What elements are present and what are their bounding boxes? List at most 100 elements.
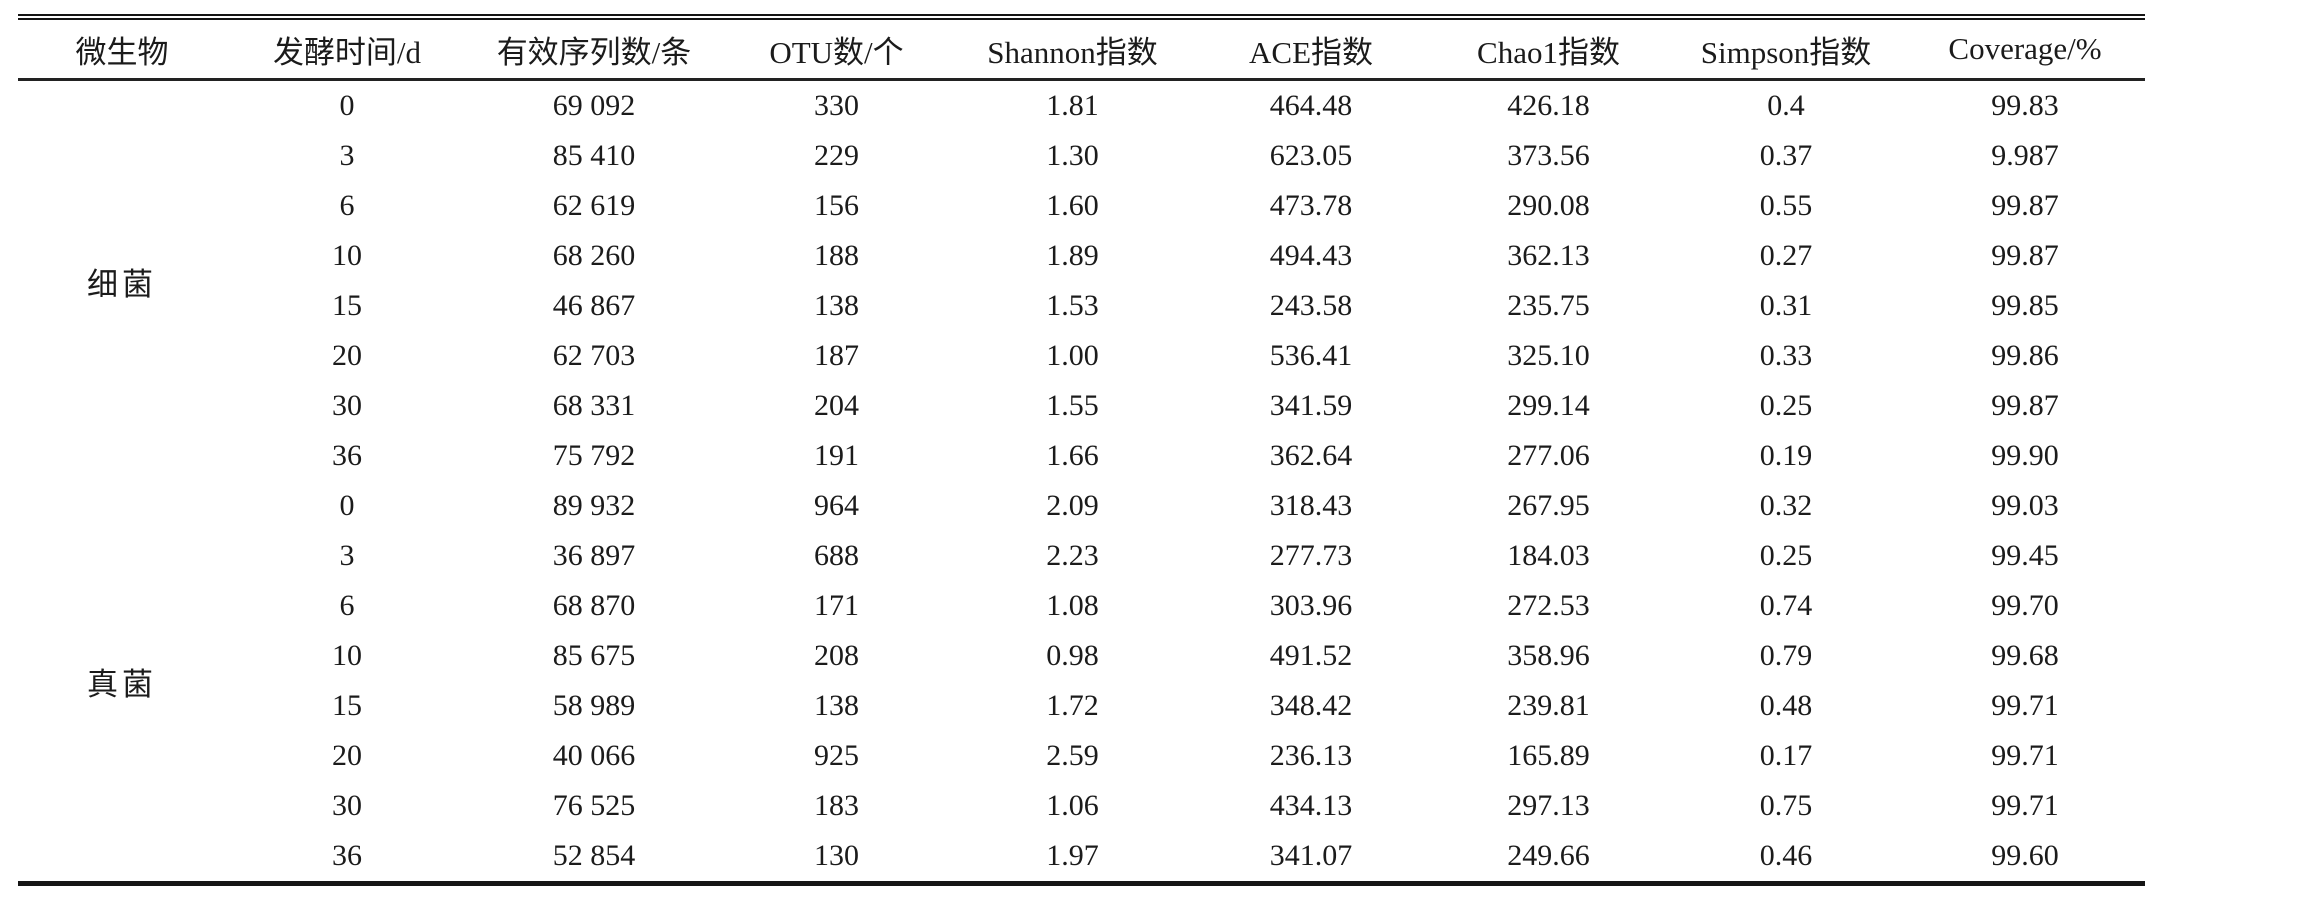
table-cell: 239.81 xyxy=(1507,689,1590,722)
table-row: 10 68 260 188 1.89 494.43 362.13 0.27 99.87 xyxy=(18,231,2145,281)
table-cell: 138 xyxy=(814,289,859,322)
column-header-0: 微生物 xyxy=(18,17,226,81)
table-cell: 0.27 xyxy=(1759,239,1813,272)
table-cell: 0.98 xyxy=(1046,639,1099,672)
table-cell: 208 xyxy=(814,639,859,672)
table-cell: 1.30 xyxy=(1046,139,1099,172)
table-cell: 68 870 xyxy=(552,589,636,622)
table-cell: 130 xyxy=(814,839,859,872)
column-header-7: Simpson指数 xyxy=(1667,17,1905,81)
table-cell: 318.43 xyxy=(1269,489,1353,522)
table-row: 3 36 897 688 2.23 277.73 184.03 0.25 99.45 xyxy=(18,531,2145,581)
column-header-4: Shannon指数 xyxy=(953,17,1192,81)
table-cell: 494.43 xyxy=(1269,239,1353,272)
table-cell: 69 092 xyxy=(552,89,636,122)
table-cell: 330 xyxy=(814,89,859,122)
table-cell: 10 xyxy=(332,639,362,672)
table-cell: 0 xyxy=(339,489,355,522)
table-cell: 75 792 xyxy=(552,439,636,472)
table-cell: 964 xyxy=(814,489,859,522)
table-row: 10 85 675 208 0.98 491.52 358.96 0.79 99.68 xyxy=(18,631,2145,681)
column-header-1: 发酵时间/d xyxy=(226,17,468,81)
table-header: 微生物 发酵时间/d 有效序列数/条 OTU数/个 Shannon指数 ACE指数 Chao… xyxy=(18,17,2145,81)
table-cell: 99.03 xyxy=(1991,489,2059,522)
table-cell: 99.70 xyxy=(1991,589,2059,622)
table-cell: 85 675 xyxy=(552,639,636,672)
table-cell: 0.31 xyxy=(1759,289,1813,322)
group-label-fungi: 真菌 xyxy=(87,666,157,702)
table-cell: 99.71 xyxy=(1991,789,2059,822)
table-cell: 85 410 xyxy=(552,139,636,172)
table-cell: 303.96 xyxy=(1269,589,1353,622)
table-cell: 188 xyxy=(814,239,859,272)
table-cell: 536.41 xyxy=(1269,339,1353,372)
table-cell: 30 xyxy=(332,789,362,822)
table-cell: 0.4 xyxy=(1767,89,1805,122)
table-cell: 99.86 xyxy=(1991,339,2059,372)
table-row: 30 76 525 183 1.06 434.13 297.13 0.75 99.71 xyxy=(18,781,2145,831)
table-cell: 272.53 xyxy=(1507,589,1590,622)
table-cell: 0 xyxy=(339,89,355,122)
table-cell: 1.66 xyxy=(1046,439,1099,472)
table-cell: 297.13 xyxy=(1507,789,1590,822)
column-header-6: Chao1指数 xyxy=(1430,17,1667,81)
table-cell: 277.06 xyxy=(1507,439,1590,472)
table-cell: 267.95 xyxy=(1507,489,1590,522)
table-cell: 1.81 xyxy=(1046,89,1099,122)
table-cell: 3 xyxy=(339,139,355,172)
table-cell: 6 xyxy=(339,589,355,622)
table-cell: 0.19 xyxy=(1759,439,1813,472)
table-cell: 362.64 xyxy=(1269,439,1353,472)
table-cell: 99.68 xyxy=(1991,639,2059,672)
table-cell: 138 xyxy=(814,689,859,722)
column-header-5: ACE指数 xyxy=(1192,17,1430,81)
table-cell: 99.87 xyxy=(1991,239,2059,272)
table-cell: 341.07 xyxy=(1269,839,1353,872)
table-cell: 99.87 xyxy=(1991,389,2059,422)
table-cell: 362.13 xyxy=(1507,239,1590,272)
table-cell: 191 xyxy=(814,439,859,472)
header-row: 微生物 发酵时间/d 有效序列数/条 OTU数/个 Shannon指数 ACE指数 Chao… xyxy=(18,17,2145,81)
table-cell: 2.23 xyxy=(1046,539,1099,572)
table-cell: 290.08 xyxy=(1507,189,1590,222)
table-cell: 249.66 xyxy=(1507,839,1590,872)
table-cell: 434.13 xyxy=(1269,789,1353,822)
table-cell: 0.32 xyxy=(1759,489,1813,522)
table-cell: 277.73 xyxy=(1269,539,1353,572)
table-cell: 15 xyxy=(332,289,362,322)
table-cell: 348.42 xyxy=(1269,689,1353,722)
table-body: 细菌 0 69 092 330 1.81 464.48 426.18 0.4 99.83 3 85 … xyxy=(18,80,2145,884)
table-cell: 89 932 xyxy=(552,489,636,522)
table-row: 36 52 854 130 1.97 341.07 249.66 0.46 99.60 xyxy=(18,831,2145,884)
table-cell: 1.89 xyxy=(1046,239,1099,272)
table-cell: 20 xyxy=(332,339,362,372)
table-cell: 62 619 xyxy=(552,189,636,222)
table-cell: 229 xyxy=(814,139,859,172)
table-cell: 36 xyxy=(332,439,362,472)
table-cell: 68 260 xyxy=(552,239,636,272)
table-cell: 623.05 xyxy=(1269,139,1353,172)
table-cell: 1.00 xyxy=(1046,339,1099,372)
table-cell: 183 xyxy=(814,789,859,822)
table-cell: 99.87 xyxy=(1991,189,2059,222)
table-cell: 426.18 xyxy=(1507,89,1590,122)
table-cell: 187 xyxy=(814,339,859,372)
table-row: 3 85 410 229 1.30 623.05 373.56 0.37 9.987 xyxy=(18,131,2145,181)
table-cell: 0.33 xyxy=(1759,339,1813,372)
table-cell: 0.25 xyxy=(1759,539,1813,572)
table-row: 20 62 703 187 1.00 536.41 325.10 0.33 99.86 xyxy=(18,331,2145,381)
table-row: 15 58 989 138 1.72 348.42 239.81 0.48 99.71 xyxy=(18,681,2145,731)
table-cell: 1.60 xyxy=(1046,189,1099,222)
table-cell: 6 xyxy=(339,189,355,222)
table-row: 15 46 867 138 1.53 243.58 235.75 0.31 99.85 xyxy=(18,281,2145,331)
table-cell: 184.03 xyxy=(1507,539,1590,572)
table-cell: 2.59 xyxy=(1046,739,1099,772)
table-cell: 20 xyxy=(332,739,362,772)
column-header-2: 有效序列数/条 xyxy=(468,17,720,81)
table-cell: 1.53 xyxy=(1046,289,1099,322)
table-row: 6 62 619 156 1.60 473.78 290.08 0.55 99.87 xyxy=(18,181,2145,231)
table-row: 36 75 792 191 1.66 362.64 277.06 0.19 99.90 xyxy=(18,431,2145,481)
table-cell: 2.09 xyxy=(1046,489,1099,522)
table-row: 真菌 0 89 932 964 2.09 318.43 267.95 0.32 99.03 xyxy=(18,481,2145,702)
table-cell: 204 xyxy=(814,389,859,422)
